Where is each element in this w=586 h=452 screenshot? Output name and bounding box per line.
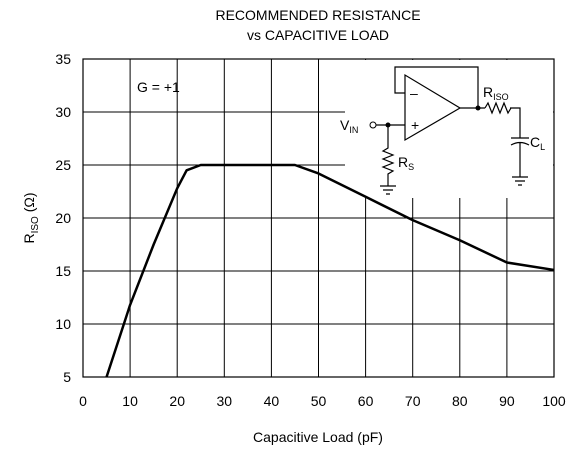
x-tick-label: 30 <box>217 393 233 409</box>
x-tick-label: 50 <box>311 393 327 409</box>
rs-label: RS <box>398 154 414 172</box>
y-tick-label: 25 <box>55 157 71 173</box>
y-tick-label: 15 <box>55 263 71 279</box>
y-axis-label: RISO (Ω) <box>21 192 41 243</box>
x-tick-label: 100 <box>542 393 566 409</box>
x-tick-label: 10 <box>122 393 138 409</box>
plot-border <box>82 58 555 378</box>
node <box>385 122 391 128</box>
x-tick-label: 40 <box>264 393 280 409</box>
annotation: G = +1 <box>137 79 180 95</box>
cl-label: CL <box>530 134 545 152</box>
vin-label: VIN <box>340 117 358 135</box>
x-tick-label: 80 <box>452 393 468 409</box>
chart-title: RECOMMENDED RESISTANCE <box>215 7 420 23</box>
inset-background <box>345 60 553 198</box>
input-terminal <box>369 121 377 129</box>
y-tick-label: 20 <box>55 210 71 226</box>
chart-title: vs CAPACITIVE LOAD <box>247 27 389 43</box>
circuit: – + VIN RS RISO CL <box>340 66 545 195</box>
x-tick-label: 70 <box>405 393 421 409</box>
riso-label: RISO <box>483 84 509 102</box>
y-label-rest: (Ω) <box>21 192 37 216</box>
x-tick-label: 20 <box>169 393 185 409</box>
y-tick-label: 30 <box>55 104 71 120</box>
op-amp <box>404 73 462 142</box>
node <box>475 105 481 111</box>
circuit-wires <box>394 66 530 186</box>
x-tick-label: 0 <box>79 393 87 409</box>
x-tick-label: 60 <box>358 393 374 409</box>
x-axis-label: Capacitive Load (pF) <box>253 429 383 445</box>
minus-sign: – <box>410 85 418 101</box>
y-tick-label: 5 <box>63 369 71 385</box>
y-tick-label: 35 <box>55 51 71 67</box>
x-tick-label: 90 <box>499 393 515 409</box>
curve <box>105 163 555 378</box>
y-label-sub: ISO <box>30 216 41 233</box>
y-tick-label: 10 <box>55 316 71 332</box>
plus-sign: + <box>411 117 419 133</box>
y-label-main: R <box>21 233 37 243</box>
